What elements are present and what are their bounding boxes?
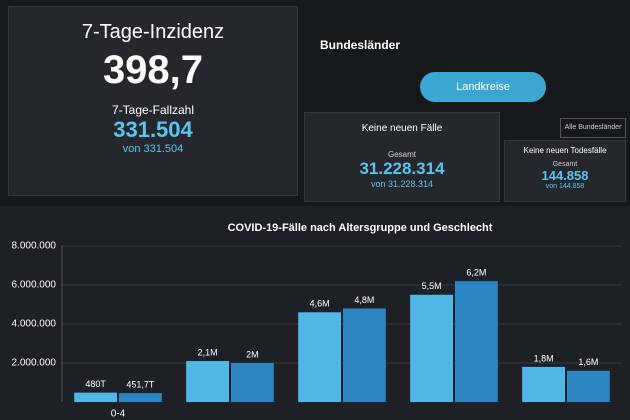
- y-tick-label: 4.000.000: [12, 319, 57, 330]
- value-label: 480T: [85, 379, 106, 389]
- count: 144.858: [541, 168, 589, 183]
- value-label: 451,7T: [126, 380, 155, 390]
- value-label: 6,2M: [466, 267, 486, 277]
- label: Gesamt: [552, 161, 578, 168]
- label: Gesamt: [387, 150, 416, 159]
- bar: [74, 392, 117, 402]
- tab-active[interactable]: Landkreise: [420, 72, 546, 102]
- cases-panel: Keine neuen Fälle Gesamt 31.228.314 von …: [304, 112, 500, 202]
- chart-title: COVID-19-Fälle nach Altersgruppe und Ges…: [228, 222, 493, 234]
- big-number: 398,7: [102, 48, 204, 92]
- value-label: 4,6M: [310, 299, 330, 309]
- panel-title: 7-Tage-Inzidenz: [81, 21, 225, 43]
- y-tick-label: 6.000.000: [12, 280, 57, 291]
- incidence-panel: 7-Tage-Inzidenz 398,7 7-Tage-Fallzahl 33…: [8, 6, 298, 196]
- count: 331.504: [113, 117, 193, 142]
- count-of: von 144.858: [545, 183, 585, 190]
- filter-button[interactable]: Alle Bundesländer: [560, 118, 626, 138]
- chart: COVID-19-Fälle nach Altersgruppe und Ges…: [0, 206, 630, 420]
- count: 31.228.314: [359, 159, 445, 178]
- bar: [298, 312, 341, 402]
- bar: [231, 363, 274, 402]
- y-tick-label: 8.000.000: [12, 241, 57, 252]
- x-tick-label: 0-4: [111, 409, 126, 420]
- bar: [410, 294, 453, 402]
- bar: [186, 361, 229, 402]
- value-label: 5,5M: [422, 281, 442, 291]
- value-label: 1,6M: [578, 357, 598, 367]
- panel-title: Keine neuen Fälle: [361, 123, 443, 134]
- value-label: 1,8M: [534, 353, 554, 363]
- bar: [567, 370, 610, 402]
- y-tick-label: 2.000.000: [12, 358, 57, 369]
- panel-title: Keine neuen Todesfälle: [523, 146, 607, 155]
- bar: [343, 308, 386, 402]
- value-label: 2M: [246, 349, 259, 359]
- count-of: von 331.504: [122, 143, 184, 155]
- deaths-panel: Keine neuen Todesfälle Gesamt 144.858 vo…: [504, 140, 626, 202]
- bar: [522, 366, 565, 402]
- value-label: 2,1M: [198, 347, 218, 357]
- bar: [119, 393, 162, 402]
- value-label: 4,8M: [354, 295, 374, 305]
- subtitle: 7-Tage-Fallzahl: [111, 103, 195, 117]
- bar: [455, 281, 498, 402]
- tab[interactable]: Bundesländer: [320, 38, 401, 52]
- count-of: von 31.228.314: [370, 179, 434, 189]
